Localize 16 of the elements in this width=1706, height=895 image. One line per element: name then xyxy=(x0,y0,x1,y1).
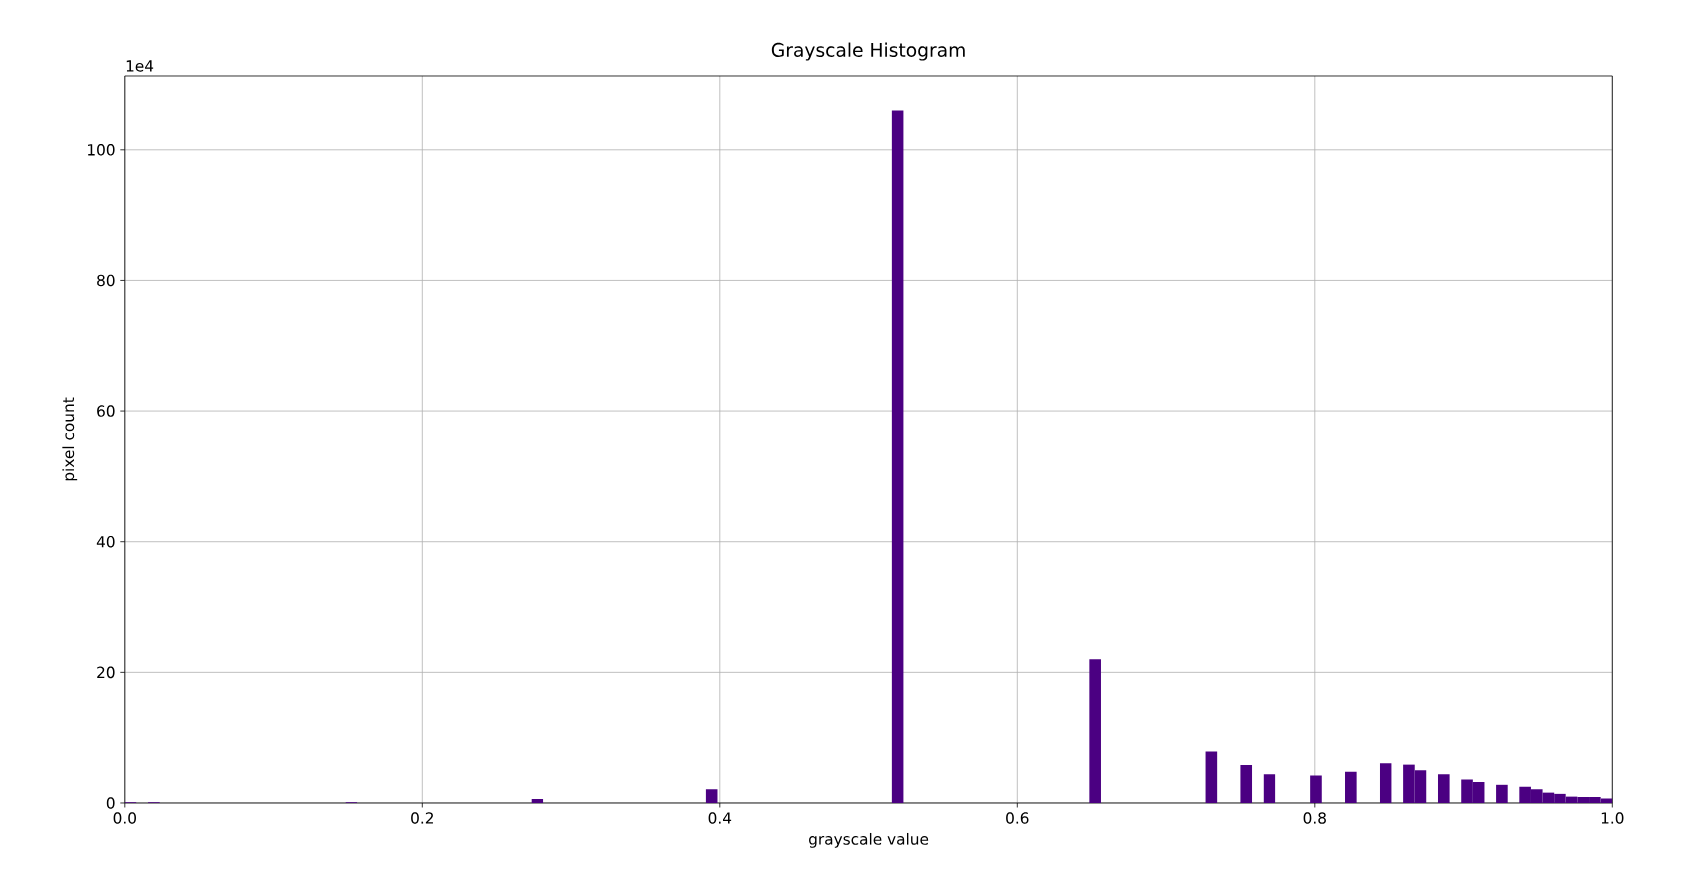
y-tick-label: 80 xyxy=(97,274,115,287)
x-tick-label: 0.0 xyxy=(113,812,136,824)
text: 1e4 xyxy=(126,60,154,72)
x-tick-label: 1.0 xyxy=(1601,812,1624,824)
y-tick-label: 20 xyxy=(97,666,115,679)
chart-title: Grayscale Histogram xyxy=(771,42,965,61)
y-tick-label: 0 xyxy=(106,797,115,809)
x-tick-label: 0.6 xyxy=(1006,812,1029,824)
x-tick-label: 0.2 xyxy=(411,812,433,824)
x-axis-title: grayscale value xyxy=(809,832,929,848)
y-tick-label: 40 xyxy=(96,535,115,548)
x-tick-label: 0.8 xyxy=(1303,812,1326,824)
y-tick-label: 60 xyxy=(97,405,115,417)
x-tick-label: 0.4 xyxy=(708,812,732,824)
y-tick-label: 100 xyxy=(88,144,115,156)
y-axis-title: pixel count xyxy=(62,397,78,481)
